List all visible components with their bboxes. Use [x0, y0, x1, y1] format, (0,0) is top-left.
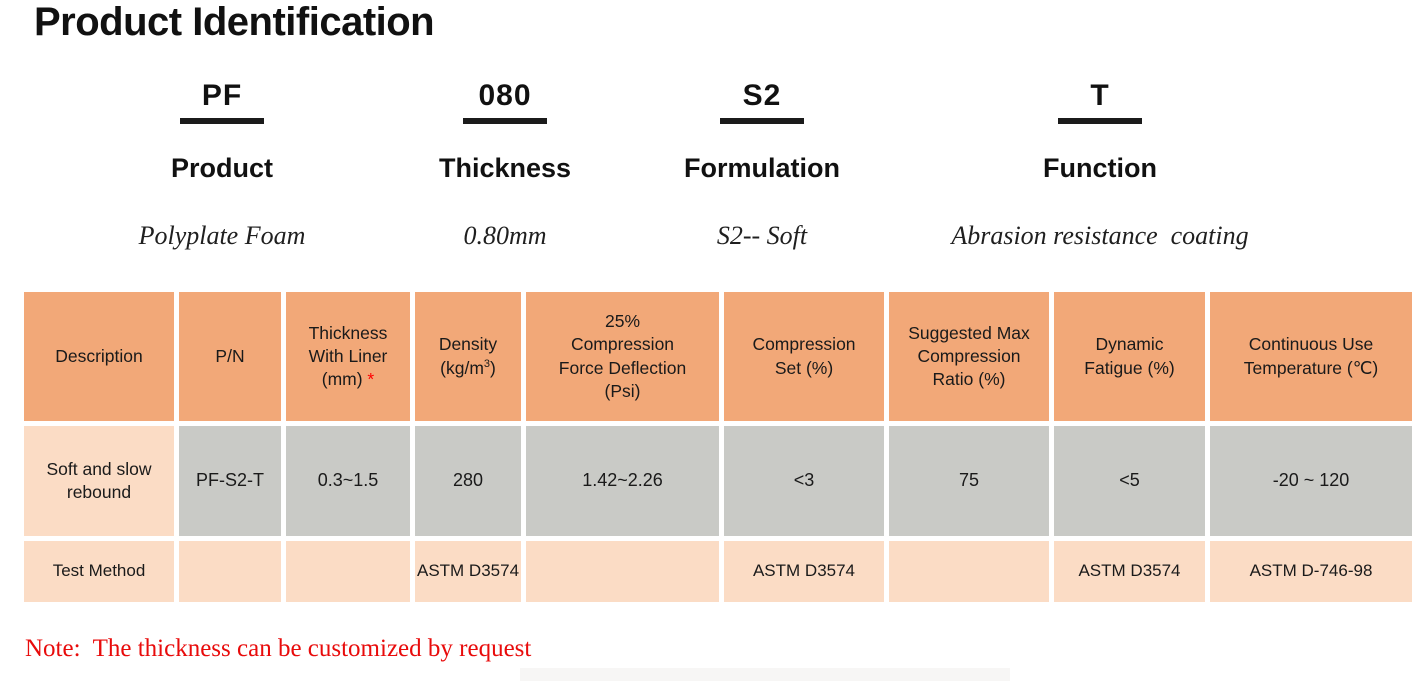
- segment-description-product: Polyplate Foam: [138, 221, 306, 250]
- segment-description-function: Abrasion resistance coating: [951, 221, 1249, 250]
- segment-label-function: Function: [1043, 153, 1157, 183]
- cell-product-density: 280: [415, 426, 521, 536]
- cell-test-dynamic-fatigue: ASTM D3574: [1054, 541, 1205, 602]
- cell-test-density: ASTM D3574: [415, 541, 521, 602]
- col-header-suggested-max-compression-ratio: Suggested Max Compression Ratio (%): [889, 292, 1049, 421]
- code-value-product: PF: [201, 79, 243, 112]
- segment-label-thickness: Thickness: [438, 153, 572, 183]
- code-segment-product: PF Product Polyplate Foam: [122, 80, 322, 251]
- code-segment-formulation: S2 Formulation S2-- Soft: [662, 80, 862, 251]
- cell-test-compression-set: ASTM D3574: [724, 541, 884, 602]
- note-text: Note: The thickness can be customized by…: [25, 635, 532, 662]
- code-value-function: T: [1090, 79, 1110, 112]
- cell-test-method-label: Test Method: [24, 541, 174, 602]
- col-header-description: Description: [24, 292, 174, 421]
- cell-product-thickness: 0.3~1.5: [286, 426, 410, 536]
- cell-test-continuous-use: ASTM D-746-98: [1210, 541, 1412, 602]
- cell-test-suggested-max: [889, 541, 1049, 602]
- code-value-formulation: S2: [742, 79, 782, 112]
- code-underline: [1058, 118, 1142, 124]
- col-header-thickness-with-liner: Thickness With Liner (mm) *: [286, 292, 410, 421]
- cell-test-thickness: [286, 541, 410, 602]
- code-segment-function: T Function Abrasion resistance coating: [925, 80, 1275, 251]
- col-header-compression-set: Compression Set (%): [724, 292, 884, 421]
- col-header-pn: P/N: [179, 292, 281, 421]
- cell-product-compression-set: <3: [724, 426, 884, 536]
- next-section-edge: [520, 668, 1010, 681]
- cell-product-cfd: 1.42~2.26: [526, 426, 719, 536]
- segment-label-product: Product: [170, 153, 273, 183]
- cell-test-cfd: [526, 541, 719, 602]
- segment-description-formulation: S2-- Soft: [716, 221, 808, 250]
- cell-product-pn: PF-S2-T: [179, 426, 281, 536]
- segment-label-formulation: Formulation: [684, 153, 840, 183]
- segment-description-thickness: 0.80mm: [463, 221, 547, 250]
- cell-product-suggested-max-ratio: 75: [889, 426, 1049, 536]
- code-underline: [180, 118, 264, 124]
- required-asterisk: *: [362, 369, 375, 390]
- cell-product-continuous-use-temp: -20 ~ 120: [1210, 426, 1412, 536]
- code-underline: [720, 118, 804, 124]
- col-header-density: Density (kg/m3): [415, 292, 521, 421]
- cell-product-dynamic-fatigue: <5: [1054, 426, 1205, 536]
- spec-table: Description P/N Thickness With Liner (mm…: [24, 292, 1412, 602]
- page-title: Product Identification: [34, 0, 435, 44]
- col-header-dynamic-fatigue: Dynamic Fatigue (%): [1054, 292, 1205, 421]
- code-value-thickness: 080: [478, 79, 532, 112]
- col-header-compression-force-deflection: 25% Compression Force Deflection (Psi): [526, 292, 719, 421]
- cell-test-pn: [179, 541, 281, 602]
- cell-product-description: Soft and slow rebound: [24, 426, 174, 536]
- code-underline: [463, 118, 547, 124]
- col-header-continuous-use-temperature: Continuous Use Temperature (℃): [1210, 292, 1412, 421]
- code-segment-thickness: 080 Thickness 0.80mm: [405, 80, 605, 251]
